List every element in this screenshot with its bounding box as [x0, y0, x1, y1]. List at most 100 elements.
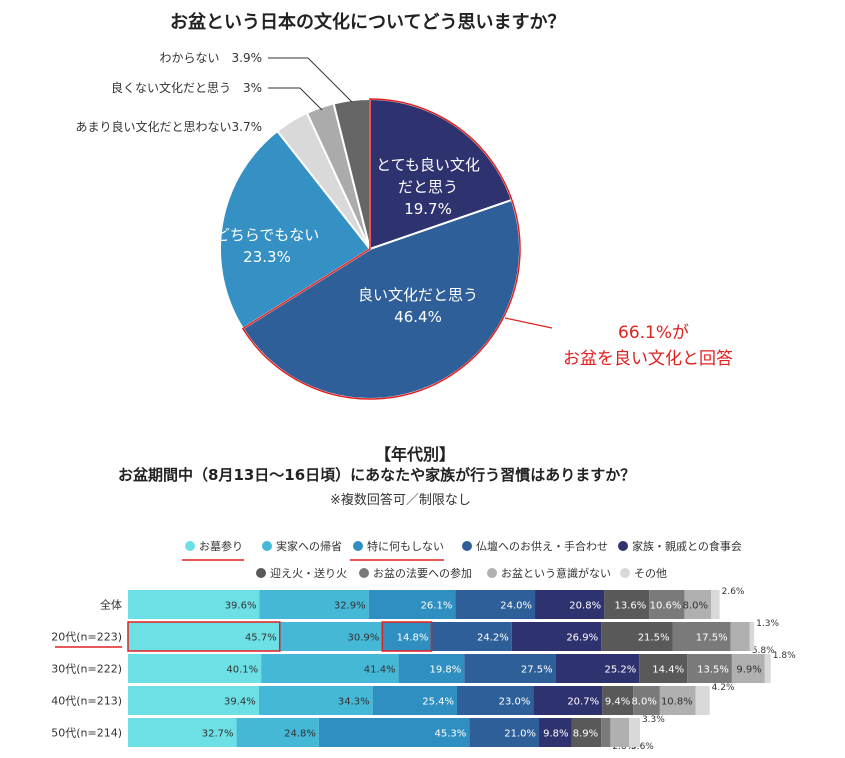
legend-item: 迎え火・送り火 — [256, 565, 347, 581]
legend-item: 特に何もしない — [353, 538, 444, 554]
bar-value-label: 32.9% — [334, 601, 366, 612]
slice-value: 23.3% — [243, 248, 291, 266]
bar-segment — [279, 622, 383, 651]
bar-value-label: 21.5% — [638, 633, 670, 644]
bar-segment — [431, 622, 512, 651]
legend-dot-icon — [618, 541, 628, 551]
bar-segment — [684, 590, 711, 619]
bar-segment — [318, 718, 470, 747]
legend-label: 迎え火・送り火 — [270, 567, 347, 580]
bar-segment — [633, 686, 660, 715]
leader-line — [268, 87, 323, 111]
bar-value-label: 3.3% — [642, 715, 665, 725]
bar-subtitle: お盆期間中（8月13日〜16日頃）にあなたや家族が行う習慣はありますか？ — [118, 466, 636, 484]
legend-label: お盆という意識がない — [501, 567, 611, 580]
slice-label-outside: あまり良い文化だと思わない3.7% — [76, 119, 263, 134]
legend-item: お盆という意識がない — [487, 565, 611, 581]
bar-value-label: 13.6% — [614, 601, 646, 612]
bar-segment — [128, 718, 237, 747]
bar-value-label: 26.1% — [421, 601, 453, 612]
legend-label: お盆の法要への参加 — [373, 567, 472, 580]
legend-dot-icon — [185, 541, 195, 551]
bar-segment — [539, 718, 572, 747]
pie-slice — [219, 129, 372, 330]
bar-segment — [259, 590, 369, 619]
bar-value-label: 21.0% — [504, 729, 536, 740]
bar-value-label: 24.8% — [284, 729, 316, 740]
bar-title: 【年代別】 — [375, 445, 456, 464]
bar-value-label: 25.2% — [604, 665, 636, 676]
bar-value-label: 14.8% — [397, 633, 429, 644]
highlight-box — [127, 621, 281, 652]
bar-value-label: 8.0% — [683, 601, 708, 612]
bar-value-label: 2.6% — [722, 587, 745, 597]
bar-value-label: 25.4% — [422, 697, 454, 708]
bar-value-label: 27.5% — [521, 665, 553, 676]
category-label: 20代(n=223) — [51, 631, 122, 644]
bar-segment — [469, 718, 540, 747]
bar-value-label: 10.8% — [661, 697, 693, 708]
bar-segment — [601, 622, 673, 651]
bar-segment — [258, 686, 373, 715]
bar-segment — [368, 590, 456, 619]
bar-value-label: 32.7% — [202, 729, 234, 740]
legend-item: 家族・親戚との食事会 — [618, 538, 742, 554]
bar-segment — [601, 718, 611, 747]
legend-dot-icon — [620, 568, 630, 578]
bar-segment — [639, 654, 688, 683]
bar-segment — [628, 718, 640, 747]
bar-segment — [464, 654, 556, 683]
annotation-leader — [504, 317, 553, 329]
bar-segment — [604, 590, 650, 619]
category-label: 30代(n=222) — [51, 663, 122, 676]
bar-value-label: 14.4% — [652, 665, 684, 676]
bar-value-label: 1.8% — [773, 651, 796, 661]
bar-segment — [236, 718, 319, 747]
bar-segment — [730, 622, 750, 651]
bar-segment — [659, 686, 696, 715]
slice-value: 19.7% — [404, 200, 452, 218]
legend-item: その他 — [620, 565, 667, 581]
bar-note: ※複数回答可／制限なし — [330, 493, 471, 508]
legend-dot-icon — [262, 541, 272, 551]
legend-dot-icon — [462, 541, 472, 551]
bar-value-label: 19.8% — [430, 665, 462, 676]
legend-label: 実家への帰省 — [276, 540, 342, 553]
category-label: 50代(n=214) — [51, 727, 122, 740]
bar-segment — [261, 654, 399, 683]
bar-segment — [398, 654, 465, 683]
annotation-line-2: お盆を良い文化と回答 — [563, 349, 733, 369]
bar-segment — [128, 686, 259, 715]
legend-label: お墓参り — [199, 540, 243, 553]
bar-value-label: 45.3% — [435, 729, 467, 740]
bar-value-label: 23.0% — [499, 697, 531, 708]
category-label: 全体 — [100, 598, 122, 612]
leader-line — [268, 57, 353, 103]
bar-segment — [535, 590, 605, 619]
bar-segment — [128, 622, 280, 651]
bar-value-label: 34.3% — [338, 697, 370, 708]
legend-item: 仏壇へのお供え・手合わせ — [462, 538, 608, 554]
bar-segment — [687, 654, 732, 683]
highlight-outline — [241, 98, 521, 400]
bar-value-label: 45.7% — [245, 633, 277, 644]
slice-label: とても良い文化 — [376, 156, 480, 174]
bar-value-label: 17.5% — [696, 633, 728, 644]
bar-value-label: 30.9% — [348, 633, 380, 644]
bar-segment — [457, 686, 534, 715]
legend-dot-icon — [353, 541, 363, 551]
bar-value-label: 4.2% — [712, 683, 735, 693]
bar-value-label: 24.0% — [500, 601, 532, 612]
legend-label: 家族・親戚との食事会 — [632, 540, 742, 553]
bar-segment — [571, 718, 602, 747]
legend-label: 仏壇へのお供え・手合わせ — [476, 540, 608, 553]
slice-label-outside: 良くない文化だと思う 3% — [111, 80, 262, 95]
bar-segment — [455, 590, 536, 619]
pie-title: お盆という日本の文化についてどう思いますか？ — [170, 12, 566, 33]
bar-segment — [731, 654, 765, 683]
slice-label: 良い文化だと思う — [358, 286, 478, 304]
bar-value-label: 13.5% — [697, 665, 729, 676]
bar-segment — [649, 590, 685, 619]
slice-value: 46.4% — [394, 308, 442, 326]
annotation-line-1: 66.1%が — [618, 323, 690, 343]
